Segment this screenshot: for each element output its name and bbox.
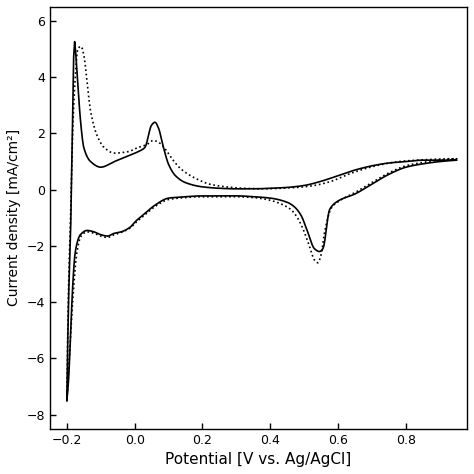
- X-axis label: Potential [V vs. Ag/AgCl]: Potential [V vs. Ag/AgCl]: [165, 452, 352, 467]
- Y-axis label: Current density [mA/cm²]: Current density [mA/cm²]: [7, 129, 21, 306]
